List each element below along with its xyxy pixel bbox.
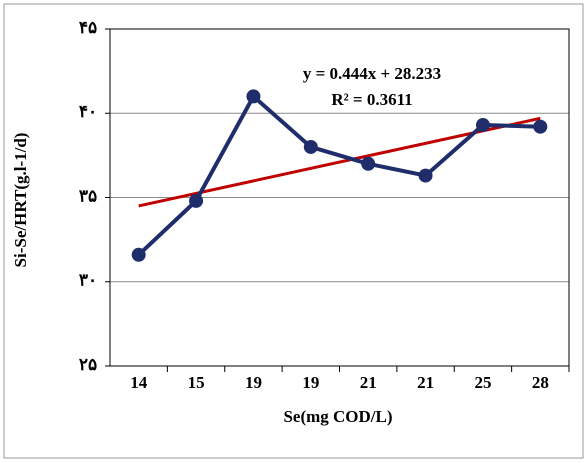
y-tick-label: ۳۰: [79, 271, 97, 290]
x-axis-title: Se(mg COD/L): [283, 407, 392, 426]
x-tick-label: 28: [532, 373, 549, 392]
data-point: [418, 168, 433, 183]
x-tick-label: 15: [188, 373, 205, 392]
annotation: R² = 0.3611: [331, 90, 412, 109]
annotation: y = 0.444x + 28.233: [303, 64, 441, 83]
x-tick-label: 19: [245, 373, 262, 392]
y-tick-label: ۲۵: [79, 355, 97, 374]
y-tick-label: ۴۰: [79, 102, 97, 121]
data-point: [303, 139, 318, 154]
data-point: [475, 118, 490, 133]
y-tick-label: ۳۵: [79, 186, 97, 205]
x-tick-label: 14: [130, 373, 148, 392]
chart-border: [3, 3, 584, 459]
data-point: [533, 119, 548, 134]
data-point: [361, 156, 376, 171]
data-point: [189, 193, 204, 208]
y-tick-label: ۴۵: [79, 18, 97, 37]
x-tick-label: 21: [360, 373, 377, 392]
data-point: [131, 247, 146, 262]
x-tick-label: 25: [474, 373, 491, 392]
x-tick-label: 21: [417, 373, 434, 392]
y-axis-title: Si-Se/HRT(g.l-1/d): [11, 133, 30, 268]
data-point: [246, 89, 261, 104]
x-tick-label: 19: [302, 373, 319, 392]
series-line: [137, 94, 541, 257]
